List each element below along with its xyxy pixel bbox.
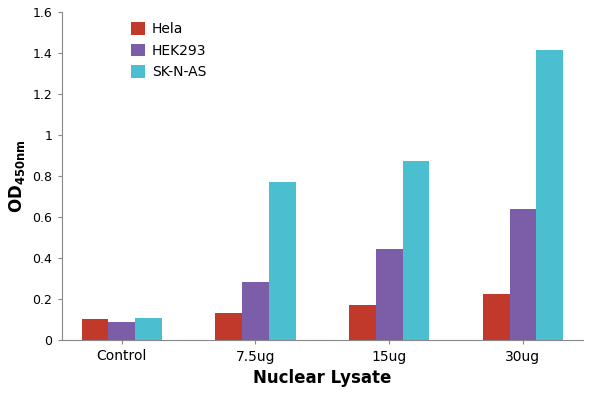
Bar bbox=[215, 313, 242, 340]
Bar bbox=[402, 161, 430, 340]
Y-axis label: OD$_{\mathbf{450nm}}$: OD$_{\mathbf{450nm}}$ bbox=[7, 139, 27, 213]
Bar bbox=[269, 182, 296, 340]
Bar bbox=[483, 294, 510, 340]
Bar bbox=[81, 319, 109, 340]
X-axis label: Nuclear Lysate: Nuclear Lysate bbox=[253, 369, 392, 387]
Legend: Hela, HEK293, SK-N-AS: Hela, HEK293, SK-N-AS bbox=[131, 22, 206, 80]
Bar bbox=[109, 322, 135, 340]
Bar bbox=[242, 282, 269, 340]
Bar bbox=[536, 50, 563, 340]
Bar bbox=[349, 305, 376, 340]
Bar bbox=[135, 318, 162, 340]
Bar bbox=[376, 249, 402, 340]
Bar bbox=[510, 210, 536, 340]
